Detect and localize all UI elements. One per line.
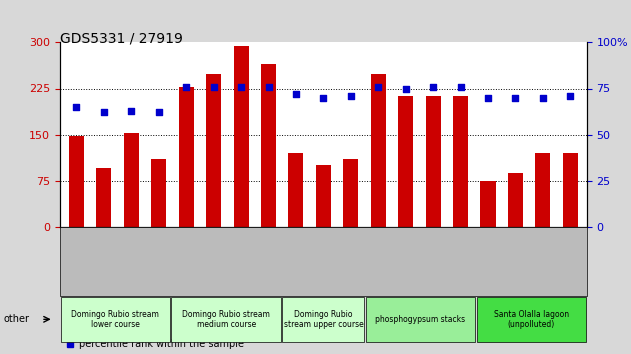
Point — [456, 84, 466, 90]
Bar — [179, 87, 194, 227]
Bar — [398, 96, 413, 227]
Bar — [206, 74, 221, 227]
Point — [71, 104, 81, 110]
Point — [264, 84, 274, 90]
Legend: count, percentile rank within the sample: count, percentile rank within the sample — [65, 324, 244, 349]
Bar — [261, 64, 276, 227]
Text: Santa Olalla lagoon
(unpolluted): Santa Olalla lagoon (unpolluted) — [494, 310, 569, 329]
Text: GDS5331 / 27919: GDS5331 / 27919 — [60, 32, 183, 46]
Point — [154, 110, 164, 115]
Bar — [371, 74, 386, 227]
Point — [209, 84, 219, 90]
Point — [401, 86, 411, 91]
Point — [99, 110, 109, 115]
Bar — [69, 136, 84, 227]
Point — [318, 95, 328, 101]
Bar — [316, 165, 331, 227]
Bar — [288, 153, 304, 227]
Bar — [233, 46, 249, 227]
Text: phosphogypsum stacks: phosphogypsum stacks — [375, 315, 466, 324]
Point — [181, 84, 191, 90]
Bar — [453, 96, 468, 227]
Bar — [425, 96, 440, 227]
Point — [291, 91, 301, 97]
Text: other: other — [3, 314, 29, 324]
Bar — [97, 168, 112, 227]
Point — [346, 93, 356, 99]
Point — [428, 84, 438, 90]
Bar — [124, 133, 139, 227]
Bar — [343, 159, 358, 227]
Point — [236, 84, 246, 90]
Point — [510, 95, 521, 101]
Point — [538, 95, 548, 101]
Bar — [508, 172, 523, 227]
Point — [483, 95, 493, 101]
Bar — [535, 153, 550, 227]
Bar — [563, 153, 578, 227]
Bar — [480, 181, 495, 227]
Point — [126, 108, 136, 113]
Bar — [151, 159, 167, 227]
Text: Domingo Rubio stream
medium course: Domingo Rubio stream medium course — [182, 310, 270, 329]
Point — [565, 93, 575, 99]
Text: Domingo Rubio
stream upper course: Domingo Rubio stream upper course — [283, 310, 363, 329]
Point — [373, 84, 383, 90]
Text: Domingo Rubio stream
lower course: Domingo Rubio stream lower course — [71, 310, 160, 329]
